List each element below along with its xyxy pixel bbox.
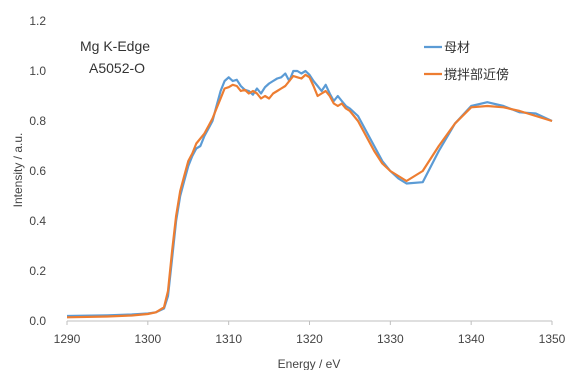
y-tick-label: 0.0 bbox=[29, 314, 46, 328]
y-tick-label: 0.2 bbox=[29, 264, 46, 278]
annotation-line-2: A5052-O bbox=[89, 60, 145, 76]
x-tick-label: 1350 bbox=[539, 332, 566, 346]
y-tick-label: 1.2 bbox=[29, 14, 46, 28]
x-tick-label: 1300 bbox=[134, 332, 161, 346]
legend-label-base-metal: 母材 bbox=[444, 41, 470, 56]
y-tick-label: 1.0 bbox=[29, 64, 46, 78]
y-axis-title: Intensity / a.u. bbox=[11, 133, 25, 208]
x-tick-label: 1330 bbox=[377, 332, 404, 346]
legend: 母材 撹拌部近傍 bbox=[424, 41, 509, 83]
y-tick-label: 0.6 bbox=[29, 164, 46, 178]
x-tick-label: 1290 bbox=[54, 332, 81, 346]
legend-label-stir-zone: 撹拌部近傍 bbox=[444, 67, 509, 83]
y-tick-label: 0.8 bbox=[29, 114, 46, 128]
x-tick-label: 1340 bbox=[458, 332, 485, 346]
plot-series bbox=[66, 69, 553, 319]
x-tick-label: 1320 bbox=[296, 332, 323, 346]
series-line-stir-zone bbox=[66, 73, 553, 319]
x-axis-title: Energy / eV bbox=[278, 357, 341, 370]
y-tick-label: 0.4 bbox=[29, 214, 46, 228]
x-tick-label: 1310 bbox=[215, 332, 242, 346]
annotation-line-1: Mg K-Edge bbox=[80, 38, 150, 54]
axis-ticks: 1290 1300 1310 1320 1330 1340 1350 0.0 0.2 0.4 0.6… bbox=[29, 14, 565, 346]
